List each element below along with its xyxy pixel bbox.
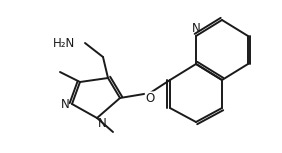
Text: O: O (146, 92, 155, 105)
Text: N: N (192, 22, 201, 35)
Text: H₂N: H₂N (53, 37, 75, 50)
Text: N: N (98, 117, 107, 130)
Text: N: N (61, 99, 70, 112)
